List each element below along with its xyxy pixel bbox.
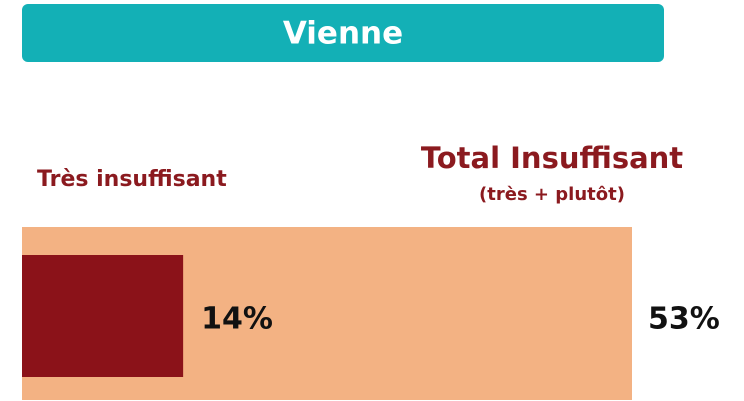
series-description: (très + plutôt) xyxy=(479,184,625,205)
value-label: 14% xyxy=(201,302,273,337)
bar xyxy=(22,255,184,377)
value-label: 53% xyxy=(648,302,720,337)
series-label: Total Insuffisant xyxy=(421,141,683,175)
title-box xyxy=(22,4,664,62)
chart-title: Vienne xyxy=(283,16,403,52)
series-label: Très insuffisant xyxy=(37,167,227,192)
